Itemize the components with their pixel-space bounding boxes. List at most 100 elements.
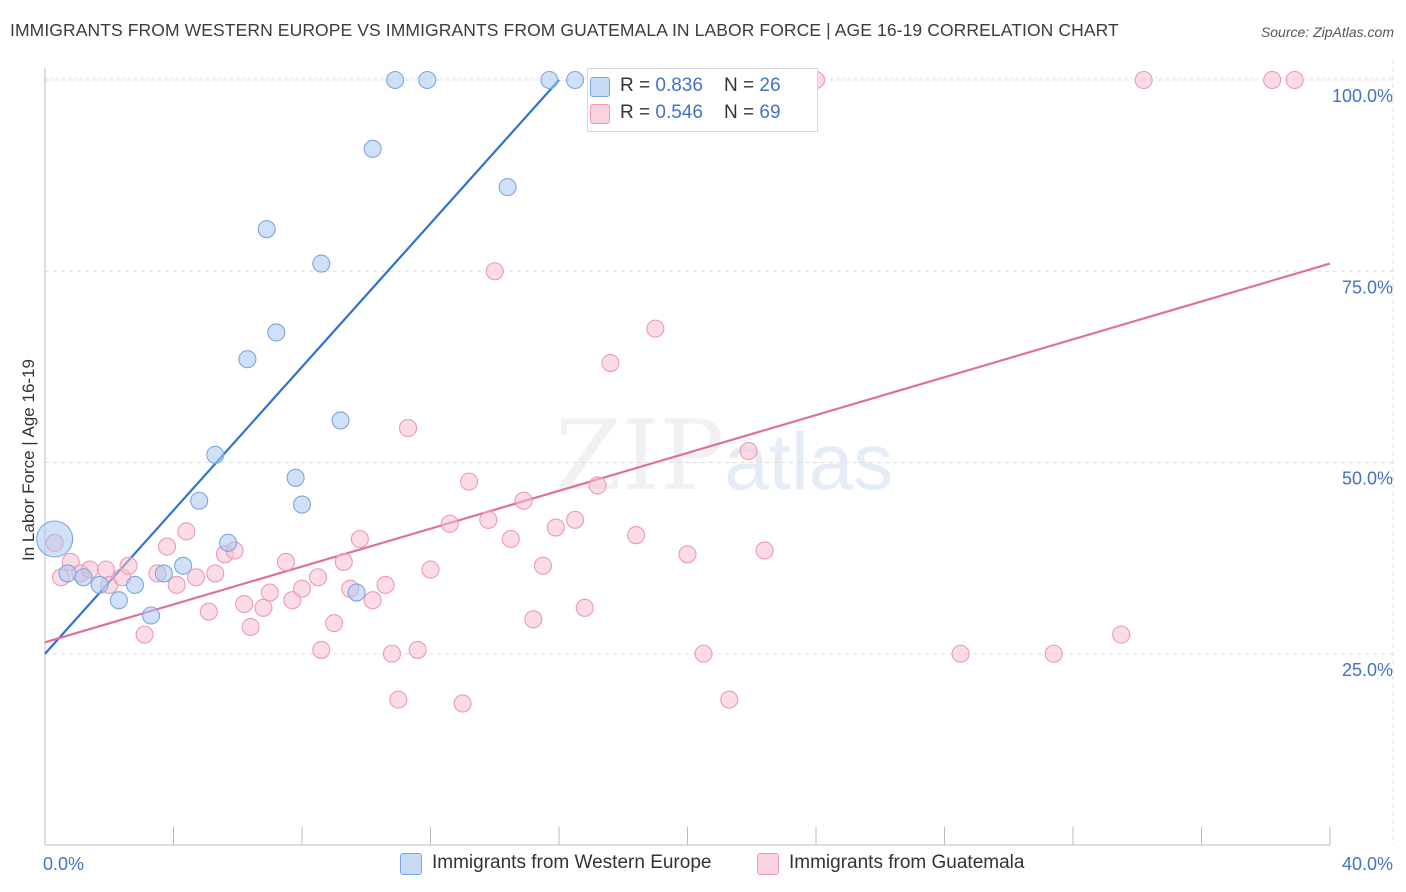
point-guatemala: [312, 640, 331, 659]
point-guatemala: [627, 526, 646, 545]
point-guatemala: [167, 575, 186, 594]
point-guatemala: [1263, 70, 1282, 90]
point-western-europe: [286, 468, 305, 487]
point-guatemala: [235, 594, 254, 614]
point-guatemala: [453, 694, 472, 713]
chart-title: IMMIGRANTS FROM WESTERN EUROPE VS IMMIGR…: [10, 20, 1119, 40]
source-credit: Source: ZipAtlas.com: [1260, 24, 1394, 40]
point-western-europe: [257, 220, 276, 239]
legend-n-value: 69: [759, 102, 781, 123]
bottom-legend-swatch-pink: [757, 853, 779, 875]
trend-line-guatemala: [44, 262, 1331, 644]
point-guatemala: [241, 617, 260, 637]
x-tick-label: 40.0%: [1342, 854, 1393, 874]
watermark: ZIPatlas: [555, 400, 893, 512]
point-guatemala: [135, 625, 154, 644]
point-western-europe: [498, 178, 517, 197]
point-guatemala: [1044, 644, 1063, 663]
point-guatemala: [119, 556, 138, 575]
legend-n-label: N =: [724, 102, 760, 123]
point-guatemala: [96, 560, 116, 579]
point-western-europe: [347, 583, 366, 602]
point-guatemala: [382, 644, 402, 663]
point-guatemala: [325, 614, 344, 633]
bottom-legend-label: Immigrants from Western Europe: [432, 852, 712, 873]
point-western-europe: [363, 139, 382, 158]
point-western-europe: [58, 564, 77, 583]
bottom-legend-swatch-blue: [400, 853, 422, 875]
point-western-europe: [540, 70, 559, 90]
point-western-europe: [190, 491, 209, 510]
data-points: [36, 70, 1304, 713]
point-guatemala: [421, 560, 440, 579]
watermark-atlas: atlas: [724, 417, 894, 506]
legend-n-label: N =: [724, 75, 760, 96]
point-guatemala: [1134, 70, 1153, 90]
point-guatemala: [459, 472, 479, 491]
point-guatemala: [376, 575, 395, 594]
point-guatemala: [292, 579, 312, 598]
point-guatemala: [260, 583, 279, 602]
point-guatemala: [739, 441, 758, 461]
point-guatemala: [158, 537, 177, 556]
legend-swatch-pink: [590, 104, 610, 124]
y-tick-label: 25.0%: [1342, 660, 1393, 680]
point-western-europe: [418, 70, 437, 90]
point-western-europe: [141, 606, 161, 625]
point-guatemala: [309, 568, 328, 587]
point-guatemala: [177, 522, 196, 541]
x-tick-label: 0.0%: [43, 854, 84, 874]
point-guatemala: [350, 529, 369, 549]
stats-legend: R = 0.836 N = 26 R = 0.546 N = 69: [587, 68, 818, 132]
point-western-europe: [267, 323, 286, 342]
point-western-europe: [90, 575, 109, 594]
legend-r-value: 0.546: [655, 102, 703, 123]
point-western-europe: [206, 445, 225, 464]
point-guatemala: [951, 644, 970, 663]
point-guatemala: [389, 690, 408, 709]
point-guatemala: [254, 598, 273, 617]
legend-swatch-blue: [590, 77, 610, 97]
legend-r-label: R =: [620, 102, 656, 123]
point-guatemala: [514, 491, 533, 510]
point-guatemala: [440, 514, 459, 533]
point-guatemala: [678, 545, 697, 564]
point-western-europe: [219, 533, 238, 552]
point-guatemala: [566, 510, 585, 529]
axis-labels: 25.0% 50.0% 75.0% 100.0% 0.0% 40.0% In Labor F…: [19, 86, 1393, 874]
point-guatemala: [206, 564, 225, 583]
point-guatemala: [524, 610, 543, 629]
y-tick-label: 75.0%: [1342, 277, 1393, 297]
point-guatemala: [363, 591, 382, 610]
point-guatemala: [199, 602, 218, 621]
y-tick-label: 50.0%: [1342, 469, 1393, 489]
axes: [44, 68, 1331, 846]
point-western-europe: [125, 575, 144, 594]
y-axis-label: In Labor Force | Age 16-19: [19, 359, 38, 561]
point-western-europe: [36, 520, 74, 558]
point-guatemala: [575, 598, 594, 617]
point-guatemala: [720, 690, 739, 709]
point-guatemala: [334, 552, 353, 572]
point-guatemala: [479, 510, 498, 529]
point-western-europe: [74, 568, 93, 587]
point-western-europe: [154, 564, 173, 583]
point-western-europe: [312, 254, 331, 273]
point-guatemala: [398, 419, 418, 438]
bottom-legend-label: Immigrants from Guatemala: [789, 852, 1025, 873]
legend-r-label: R =: [620, 75, 656, 96]
point-western-europe: [566, 70, 585, 90]
point-guatemala: [1112, 625, 1131, 644]
point-western-europe: [109, 591, 128, 610]
legend-r-value: 0.836: [655, 75, 703, 96]
trend-lines: [44, 79, 1331, 655]
point-guatemala: [501, 529, 520, 549]
point-guatemala: [546, 518, 565, 537]
point-guatemala: [755, 541, 774, 560]
watermark-zip: ZIP: [555, 400, 725, 512]
point-guatemala: [485, 262, 504, 281]
point-western-europe: [174, 556, 193, 575]
point-western-europe: [238, 350, 257, 369]
point-guatemala: [588, 476, 607, 495]
